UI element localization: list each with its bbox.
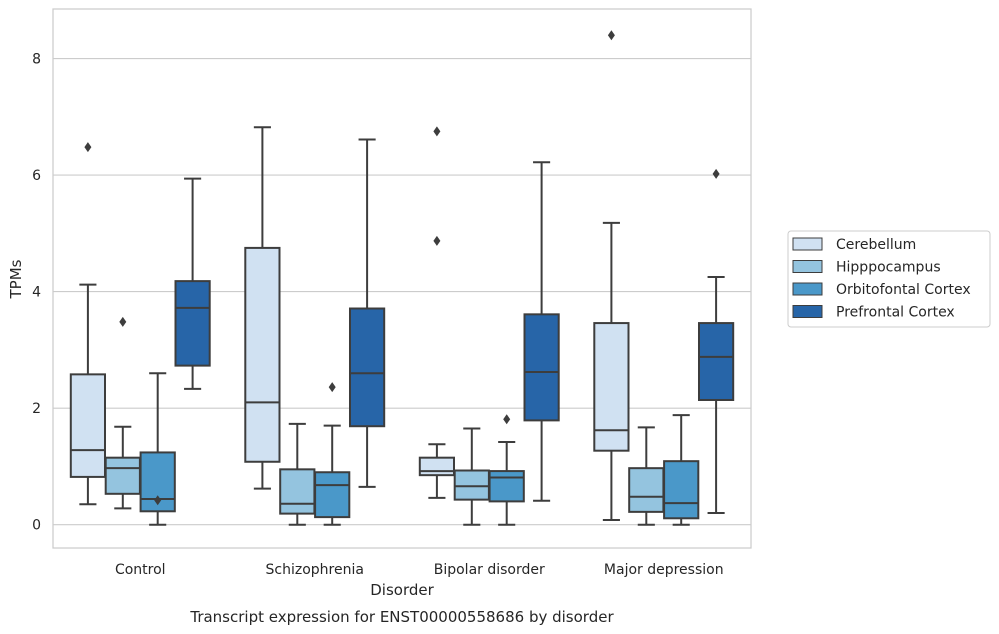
iqr-box (104, 456, 141, 495)
legend-swatch (792, 282, 823, 296)
y-tick-label: 8 (32, 52, 41, 68)
box-hipppocampus (104, 316, 141, 510)
box-hipppocampus (453, 427, 490, 526)
outlier-point (433, 235, 441, 246)
iqr-box (69, 373, 107, 478)
iqr-box (523, 313, 560, 422)
gridlines (53, 57, 751, 526)
outlier-point (119, 316, 127, 327)
y-tick-label: 4 (32, 285, 41, 301)
legend-label: Hipppocampus (836, 260, 941, 276)
iqr-box (279, 468, 316, 515)
x-tick-label: Major depression (604, 562, 724, 578)
box-hipppocampus (628, 426, 665, 526)
iqr-box (697, 322, 735, 401)
box-prefrontal-cortex (697, 168, 735, 515)
outlier-point (503, 414, 511, 425)
outlier-point (84, 142, 92, 153)
box-cerebellum (244, 126, 281, 490)
y-tick-label: 2 (32, 401, 41, 417)
x-tick-label: Control (115, 562, 166, 578)
iqr-box (418, 456, 456, 477)
outlier-point (607, 30, 615, 41)
iqr-box (453, 469, 490, 501)
x-tick-label: Bipolar disorder (434, 562, 545, 578)
outlier-point (433, 126, 441, 137)
iqr-box (174, 280, 211, 367)
y-tick-label: 0 (32, 518, 41, 534)
box-cerebellum (593, 30, 630, 522)
legend-label: Cerebellum (836, 237, 916, 253)
outlier-point (328, 382, 336, 393)
x-axis-label: Disorder (370, 581, 434, 599)
outlier-point (154, 495, 162, 506)
plot-frame (52, 8, 752, 549)
chart-caption: Transcript expression for ENST0000055868… (189, 608, 614, 626)
box-hipppocampus (279, 422, 316, 526)
box-orbitofontal-cortex (663, 414, 700, 526)
box-cerebellum (69, 142, 107, 506)
box-plot-marks (69, 30, 735, 526)
outlier-point (712, 168, 720, 179)
iqr-box (663, 460, 700, 520)
iqr-box (628, 467, 665, 513)
box-prefrontal-cortex (174, 177, 211, 390)
legend-label: Orbitofontal Cortex (836, 282, 971, 298)
legend-swatch (792, 237, 823, 251)
x-tick-label: Schizophrenia (266, 562, 364, 578)
y-axis-label: TPMs (7, 259, 25, 299)
y-axis-ticks: 0 2 4 6 8 (32, 52, 41, 534)
y-tick-label: 6 (32, 168, 41, 184)
iqr-box (314, 471, 351, 519)
iqr-box (488, 470, 525, 503)
iqr-box (348, 307, 386, 428)
box-prefrontal-cortex (348, 138, 386, 488)
legend-swatch (792, 260, 823, 273)
legend-swatch (792, 305, 823, 318)
box-orbitofontal-cortex (139, 372, 176, 526)
legend-frame (787, 230, 991, 328)
box-prefrontal-cortex (523, 161, 560, 502)
legend-label: Prefrontal Cortex (836, 305, 955, 321)
legend: Cerebellum Hipppocampus Orbitofontal Corte… (787, 230, 991, 328)
x-axis-ticks: Control Schizophrenia Bipolar disorder Majo… (115, 562, 724, 578)
iqr-box (593, 322, 630, 452)
box-cerebellum (418, 126, 456, 499)
box-orbitofontal-cortex (314, 382, 351, 526)
iqr-box (244, 246, 281, 463)
box-orbitofontal-cortex (488, 414, 525, 526)
